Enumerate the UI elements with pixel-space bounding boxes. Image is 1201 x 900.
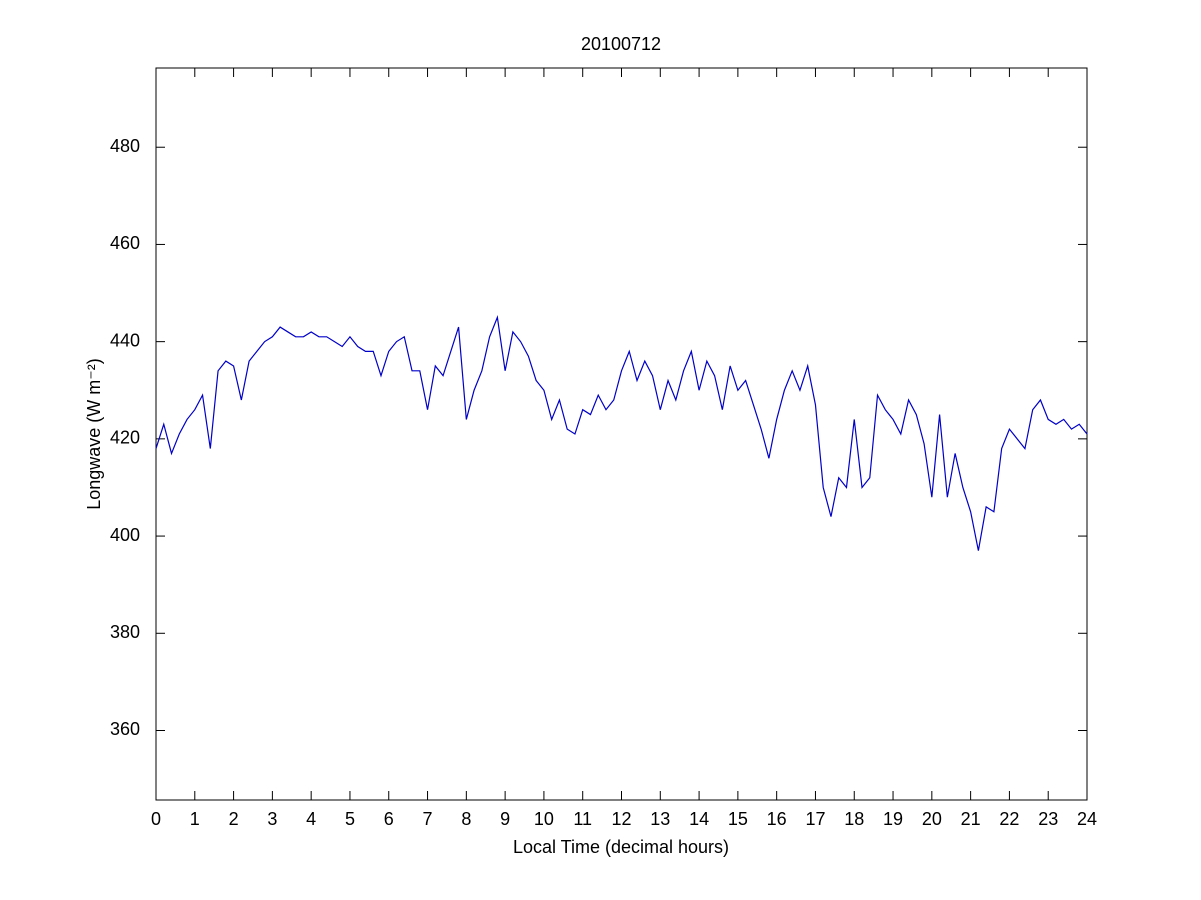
chart-title: 20100712 [581,34,661,54]
x-tick-label: 6 [384,809,394,829]
x-tick-label: 22 [999,809,1019,829]
y-tick-label: 420 [110,428,140,448]
x-tick-label: 8 [461,809,471,829]
x-tick-label: 5 [345,809,355,829]
x-tick-label: 11 [573,809,592,829]
x-tick-label: 18 [844,809,864,829]
x-tick-label: 21 [961,809,981,829]
x-axis-label: Local Time (decimal hours) [513,837,729,857]
x-tick-label: 14 [689,809,709,829]
y-tick-label: 400 [110,525,140,545]
y-tick-label: 440 [110,330,140,350]
data-line [155,315,1088,551]
x-tick-label: 10 [534,809,554,829]
x-tick-label: 19 [883,809,903,829]
x-tick-label: 24 [1077,809,1097,829]
x-tick-label: 23 [1038,809,1058,829]
x-tick-label: 17 [805,809,825,829]
x-tick-label: 4 [306,809,316,829]
x-tick-label: 1 [190,809,200,829]
y-tick-label: 460 [110,233,140,253]
y-tick-label: 360 [110,719,140,739]
x-tick-label: 9 [500,809,510,829]
x-tick-label: 16 [767,809,787,829]
x-tick-label: 3 [267,809,277,829]
plot-box [155,67,1088,801]
x-tick-label: 7 [423,809,433,829]
x-tick-label: 20 [922,809,942,829]
y-tick-label: 480 [110,136,140,156]
x-tick-label: 2 [229,809,239,829]
x-tick-label: 13 [650,809,670,829]
x-tick-label: 15 [728,809,748,829]
y-tick-label: 380 [110,622,140,642]
x-tick-label: 0 [151,809,161,829]
y-axis-label: Longwave (W m⁻²) [84,358,104,510]
x-tick-label: 12 [611,809,631,829]
